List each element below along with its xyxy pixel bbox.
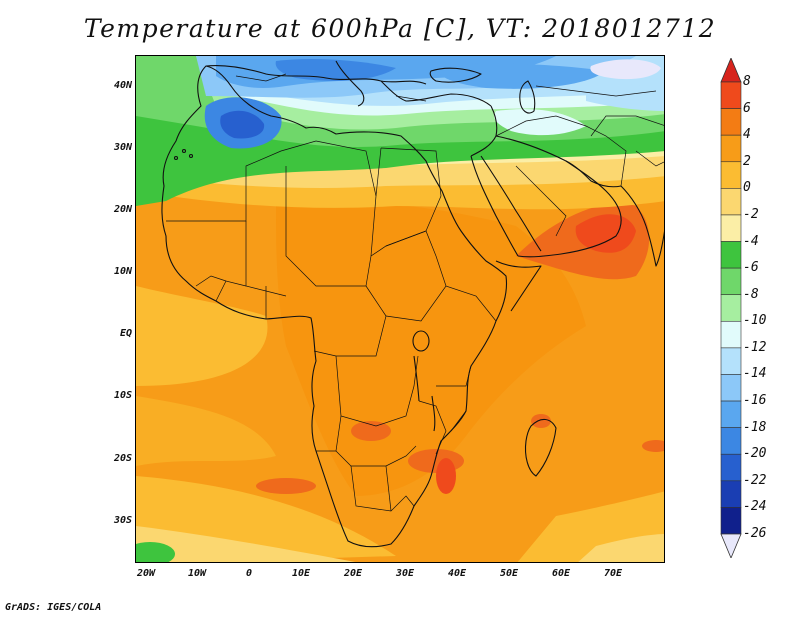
colorbar-tick-label: 0 (743, 180, 751, 196)
colorbar-swatch (720, 320, 742, 349)
map-title: Temperature at 600hPa [C], VT: 201801271… (83, 14, 717, 43)
colorbar-swatch (720, 134, 742, 163)
colorbar-tick-label: 4 (743, 127, 751, 143)
colorbar-swatch (720, 241, 742, 269)
himalaya-light-blue (586, 83, 664, 111)
colorbar-bottom-arrow (720, 533, 742, 558)
colorbar-swatch (720, 267, 742, 296)
colorbar-swatch (720, 294, 742, 322)
colorbar-tick-label: 6 (743, 100, 751, 116)
colorbar-swatch (720, 108, 742, 136)
colorbar-tick-label: -20 (743, 446, 767, 462)
central-asia-blue (436, 63, 606, 89)
colorbar-swatch (720, 507, 742, 535)
y-tick-label: 20N (113, 204, 132, 215)
colorbar-tick-label: -2 (743, 206, 759, 222)
colorbar (720, 58, 742, 558)
x-tick-label: 50E (499, 568, 519, 579)
colorbar-tick-label: -4 (743, 233, 759, 249)
colorbar-swatch (720, 347, 742, 375)
central-warm-land (276, 202, 586, 496)
y-tick-label: 10N (113, 266, 132, 277)
y-tick-label: EQ (119, 328, 132, 339)
southeast-cooler (578, 534, 664, 562)
colorbar-tick-label: -18 (743, 419, 767, 435)
temperature-map (135, 55, 665, 563)
europe-deep-blue (275, 58, 396, 81)
colorbar-tick-label: -10 (743, 313, 767, 329)
colorbar-swatch (720, 427, 742, 455)
colorbar-swatch (720, 214, 742, 242)
x-tick-label: 30E (395, 568, 415, 579)
colorbar-tick-label: -16 (743, 393, 767, 409)
west-mild-region-2 (136, 396, 276, 466)
y-tick-label: 30N (113, 142, 132, 153)
colorbar-tick-label: -14 (743, 366, 767, 382)
country-borders (166, 73, 664, 512)
x-tick-label: 70E (603, 568, 623, 579)
x-tick-label: 0 (245, 568, 253, 579)
caspian-cyan (494, 109, 586, 136)
x-tick-label: 20E (343, 568, 363, 579)
southwest-green-patch (136, 542, 175, 562)
y-tick-label: 40N (113, 80, 132, 91)
colorbar-swatch (720, 374, 742, 402)
colorbar-swatch (720, 81, 742, 109)
colorbar-top-arrow (720, 58, 742, 83)
x-tick-label: 20W (136, 568, 156, 579)
colorbar-tick-label: -24 (743, 499, 767, 515)
grads-credit: GrADS: IGES/COLA (5, 602, 102, 613)
colorbar-tick-label: -22 (743, 472, 767, 488)
colorbar-tick-label: 8 (743, 74, 751, 89)
colorbar-tick-label: -6 (743, 260, 759, 276)
x-tick-label: 10W (187, 568, 207, 579)
colorbar-tick-label: -12 (743, 339, 767, 355)
colorbar-tick-label: 2 (743, 153, 751, 169)
congo-hot-zone (351, 421, 391, 441)
y-tick-label: 30S (113, 515, 132, 526)
colorbar-swatch (720, 400, 742, 428)
colorbar-swatch (720, 188, 742, 216)
colorbar-swatch (720, 161, 742, 189)
south-coolest-band (136, 526, 356, 562)
indian-ocean-hot-zone (531, 414, 551, 428)
colorbar-tick-label: -26 (743, 526, 767, 541)
morocco-deepest-blue (220, 110, 265, 139)
coastlines (161, 60, 664, 548)
x-tick-label: 40E (447, 568, 467, 579)
colorbar-tick-label: -8 (743, 286, 759, 302)
himalaya-lavender (590, 59, 661, 80)
x-tick-label: 10E (291, 568, 311, 579)
y-tick-label: 20S (113, 453, 132, 464)
colorbar-swatch (720, 453, 742, 482)
southwest-hot-zone (256, 478, 316, 494)
mozambique-hot-zone (436, 458, 456, 494)
south-africa-hot-zone (408, 449, 464, 473)
indian-ocean-hot-zone-2 (642, 440, 664, 452)
colorbar-swatch (720, 480, 742, 508)
x-tick-label: 60E (551, 568, 571, 579)
y-tick-label: 10S (113, 390, 132, 401)
